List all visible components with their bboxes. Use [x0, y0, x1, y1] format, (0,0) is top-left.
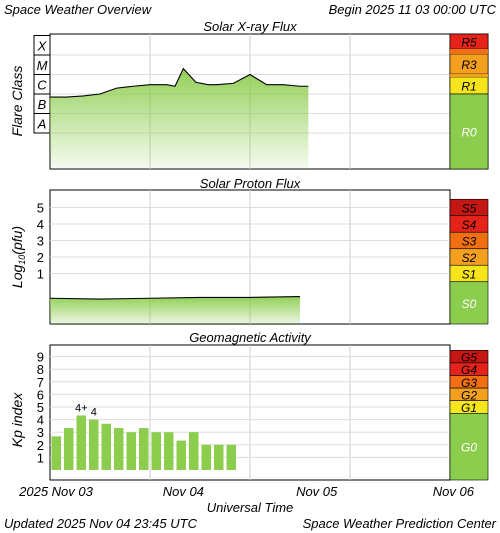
geomagnetic-scale-label-G2: G2 — [461, 388, 477, 402]
flare-class-label-M: M — [37, 58, 48, 73]
kp-tick-1: 1 — [37, 450, 44, 465]
kp-tick-5: 5 — [37, 400, 44, 415]
kp-bar — [176, 440, 186, 470]
solar-radiation-scale-label-S3: S3 — [462, 235, 477, 249]
kp-bar — [164, 432, 174, 470]
kp-bar — [214, 444, 224, 470]
geomagnetic-scale-G0 — [449, 412, 489, 481]
begin-timestamp: Begin 2025 11 03 00:00 UTC — [328, 2, 496, 17]
solar-radiation-scale-label-S1: S1 — [462, 268, 477, 282]
radio-scale-label-R3: R3 — [461, 58, 477, 72]
kp-bar — [64, 428, 74, 470]
solar-radiation-scale-label-S2: S2 — [462, 251, 477, 265]
kp-tick-9: 9 — [37, 350, 44, 365]
x-tick-label: Nov 05 — [296, 484, 338, 499]
kp-bar-label: 4+ — [75, 402, 88, 414]
x-tick-label: 2025 Nov 03 — [18, 484, 93, 499]
solar-radiation-scale-S0 — [449, 281, 489, 325]
radio-scale-R0 — [449, 93, 489, 170]
geomagnetic-scale-label-G3: G3 — [461, 376, 477, 390]
proton-tick-2: 2 — [37, 250, 44, 265]
flare-class-label-B: B — [38, 97, 47, 112]
kp-bar-label: 4 — [91, 407, 97, 419]
flare-class-label-C: C — [37, 77, 47, 92]
kp-tick-3: 3 — [37, 425, 44, 440]
flare-class-label-X: X — [37, 38, 48, 53]
proton-tick-5: 5 — [37, 201, 44, 216]
proton-tick-3: 3 — [37, 234, 44, 249]
radio-scale-R4 — [450, 49, 488, 54]
x-axis-title: Universal Time — [206, 500, 294, 515]
geomagnetic-scale-label-G4: G4 — [461, 363, 477, 377]
kp-bar — [76, 415, 86, 470]
xray-flux-line — [50, 67, 309, 98]
x-tick-label: Nov 06 — [433, 484, 475, 499]
kp-bar — [89, 419, 99, 470]
solar-radiation-scale-label-S5: S5 — [462, 202, 477, 216]
radio-scale-label-R1: R1 — [461, 80, 476, 94]
radio-scale-label-R5: R5 — [461, 36, 477, 50]
kp-bar — [201, 444, 211, 470]
kp-bar — [101, 423, 111, 470]
proton-tick-4: 4 — [37, 217, 44, 232]
solar-radiation-scale-label-S0: S0 — [462, 297, 477, 311]
proton-y-axis-label: Log10(pfu) — [9, 226, 27, 288]
xray-flux-area — [50, 68, 309, 169]
kp-tick-7: 7 — [37, 375, 44, 390]
geomag-panel-title: Geomagnetic Activity — [189, 330, 311, 345]
solar-radiation-scale-label-S4: S4 — [462, 218, 477, 232]
kp-bar — [226, 444, 236, 470]
updated-timestamp: Updated 2025 Nov 04 23:45 UTC — [4, 516, 197, 531]
proton-flux-area — [50, 296, 300, 324]
geomagnetic-scale-label-G0: G0 — [461, 441, 477, 455]
proton-flux-line — [49, 296, 301, 300]
proton-panel-title: Solar Proton Flux — [199, 176, 301, 191]
kp-bar — [139, 428, 149, 470]
radio-scale-label-R0: R0 — [461, 126, 477, 140]
geomagnetic-scale-label-G5: G5 — [461, 351, 477, 365]
kp-tick-8: 8 — [37, 362, 44, 377]
radio-scale-R2 — [450, 74, 488, 77]
x-tick-label: Nov 04 — [163, 484, 204, 499]
proton-tick-1: 1 — [37, 267, 44, 282]
kp-bar — [51, 436, 61, 470]
kp-bar — [126, 432, 136, 470]
swpc-credit: Space Weather Prediction Center — [302, 516, 496, 531]
geomagnetic-scale-label-G1: G1 — [461, 401, 477, 415]
app-title: Space Weather Overview — [4, 2, 152, 17]
kp-tick-4: 4 — [37, 413, 44, 428]
kp-tick-2: 2 — [37, 438, 44, 453]
flare-class-label-A: A — [37, 116, 47, 131]
kp-y-axis-label: Kp index — [9, 392, 25, 447]
kp-bar — [151, 432, 161, 470]
kp-bar — [189, 432, 199, 470]
xray-y-axis-label: Flare Class — [9, 66, 25, 137]
kp-tick-6: 6 — [37, 387, 44, 402]
kp-bar — [114, 428, 124, 470]
xray-panel-title: Solar X-ray Flux — [203, 19, 297, 34]
